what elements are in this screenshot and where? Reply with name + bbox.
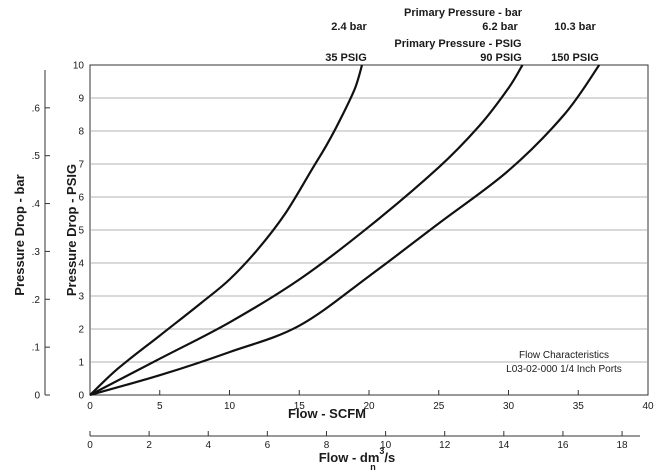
y-tick-label-4: 4 [78, 259, 84, 270]
bar-tick-label-3: .3 [32, 247, 41, 258]
x-tick-label-4: 20 [363, 401, 375, 412]
annotation-line-1: Flow Characteristics [519, 350, 609, 361]
bar-tick-label-1: .1 [32, 343, 41, 354]
x-axis-title: Flow - SCFM [288, 406, 366, 421]
series-bar-label-0: 2.4 bar [331, 21, 367, 33]
dm-tick-label-4: 8 [324, 440, 330, 451]
y-axis-title: Pressure Drop - PSIG [64, 164, 79, 296]
series-bar-label-2: 10.3 bar [554, 21, 596, 33]
series-lines [89, 64, 601, 397]
y-tick-labels: 0 1 2 3 4 5 6 7 8 9 10 [73, 61, 85, 402]
bar-tick-label-6: .6 [32, 103, 41, 114]
dm-tick-label-9: 18 [616, 440, 628, 451]
series-bar-label-1: 6.2 bar [482, 21, 518, 33]
x-tick-label-5: 25 [433, 401, 445, 412]
y-tick-label-2: 2 [78, 325, 84, 336]
secondary-x-tick-labels: 02468101214161820 [87, 431, 628, 451]
series-name-label-2: 150 PSIG [551, 52, 599, 64]
series-line-0 [89, 64, 364, 396]
y-tick-label-3: 3 [78, 292, 84, 303]
bar-tick-label-0: 0 [34, 391, 40, 402]
dm-tick-label-3: 6 [265, 440, 271, 451]
secondary-y-axis-title: Pressure Drop - bar [12, 174, 27, 295]
y-tick-label-7: 7 [78, 160, 84, 171]
dm-tick-label-0: 0 [87, 440, 93, 451]
series-line-1 [89, 64, 524, 396]
primary-pressure-bar-title: Primary Pressure - bar [404, 7, 523, 19]
bar-tick-label-2: .2 [32, 295, 41, 306]
series-name-label-1: 90 PSIG [480, 52, 522, 64]
dm-tick-label-6: 12 [439, 440, 451, 451]
primary-pressure-psig-title: Primary Pressure - PSIG [394, 38, 521, 50]
x-tick-label-3: 15 [294, 401, 306, 412]
x-tick-label-7: 35 [573, 401, 585, 412]
dm-tick-label-8: 16 [557, 440, 569, 451]
secondary-y-tick-labels: 0 .1 .2 .3 .4 .5 .6 [32, 103, 50, 402]
annotation-line-2: L03-02-000 1/4 Inch Ports [506, 364, 622, 375]
y-tick-label-6: 6 [78, 193, 84, 204]
dm-tick-label-2: 4 [205, 440, 211, 451]
x-tick-label-0: 0 [87, 401, 93, 412]
y-tick-label-8: 8 [78, 127, 84, 138]
grid-lines [90, 97, 648, 363]
y-tick-label-10: 10 [73, 61, 85, 72]
x-tick-label-6: 30 [503, 401, 515, 412]
secondary-x-axis-title: Flow - dm3/s [319, 446, 396, 465]
secondary-x-title-sup: 3 [379, 446, 384, 456]
dm-tick-label-5: 10 [380, 440, 392, 451]
bar-tick-label-4: .4 [32, 199, 41, 210]
x-tick-label-2: 10 [224, 401, 236, 412]
secondary-x-title-sub: n [370, 462, 376, 472]
secondary-x-title-main: Flow - dm [319, 450, 380, 465]
series-name-label-0: 35 PSIG [325, 52, 367, 64]
bar-tick-label-5: .5 [32, 151, 41, 162]
y-tick-label-1: 1 [78, 358, 84, 369]
y-tick-label-9: 9 [78, 94, 84, 105]
dm-tick-label-7: 14 [498, 440, 510, 451]
x-tick-labels: 0 5 10 15 20 25 30 35 40 [87, 390, 654, 412]
secondary-x-title-tail: /s [384, 450, 395, 465]
x-tick-label-1: 5 [157, 401, 163, 412]
dm-tick-label-1: 2 [146, 440, 152, 451]
y-tick-label-5: 5 [78, 226, 84, 237]
x-tick-label-8: 40 [642, 401, 654, 412]
series-line-2 [89, 64, 601, 397]
y-tick-label-0: 0 [78, 391, 84, 402]
